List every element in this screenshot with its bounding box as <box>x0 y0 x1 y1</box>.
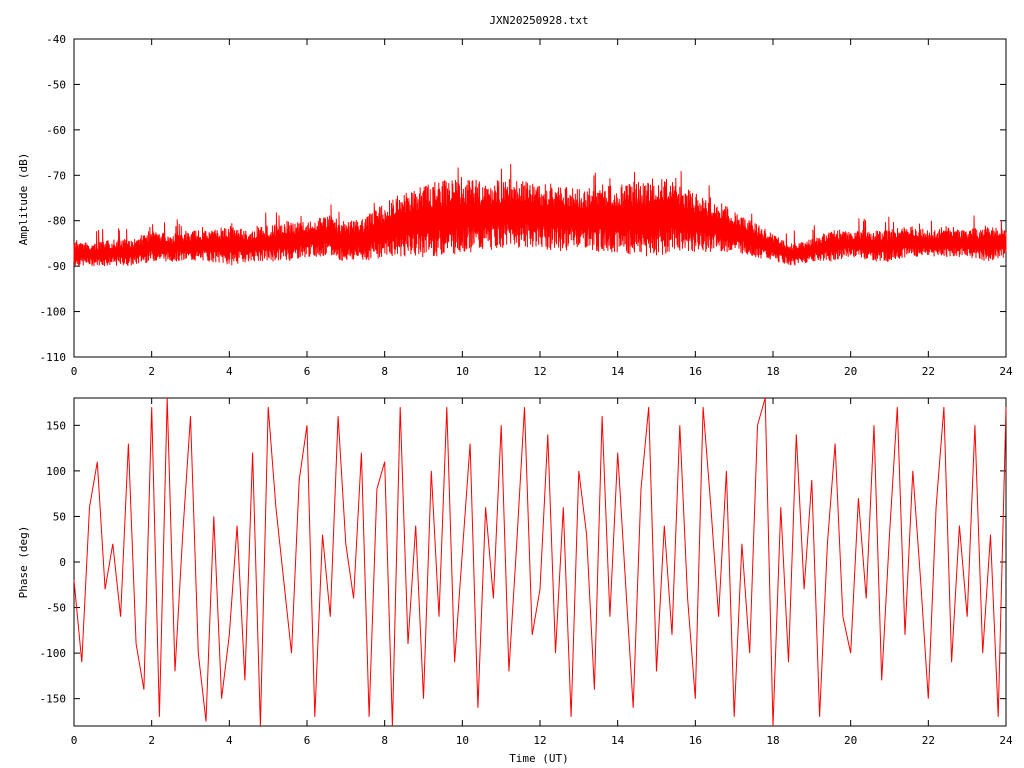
phase-y-tick-label: -100 <box>40 647 67 660</box>
phase-y-ticks: -150 -100 -50 0 50 100 150 <box>40 419 1006 706</box>
phase-plot-frame <box>73 397 1007 727</box>
phase-y-tick-label: -50 <box>46 602 66 615</box>
phase-x-tick-label: 0 <box>71 734 78 747</box>
phase-x-tick-label: 24 <box>999 734 1013 747</box>
amplitude-x-tick-label: 6 <box>304 365 311 378</box>
amplitude-y-tick-label: -110 <box>40 351 67 364</box>
phase-y-tick-label: 150 <box>46 419 66 432</box>
phase-x-tick-label: 20 <box>844 734 857 747</box>
phase-y-tick-label: -150 <box>40 693 67 706</box>
amplitude-x-tick-label: 2 <box>148 365 155 378</box>
amplitude-y-tick-label: -70 <box>46 169 66 182</box>
amplitude-x-tick-label: 22 <box>922 365 935 378</box>
amplitude-panel: -110-100-90-80-70-60-50-40 0 2 4 6 8 10 12 14 16… <box>17 33 1013 378</box>
phase-x-tick-label: 10 <box>456 734 469 747</box>
phase-x-tick-label: 4 <box>226 734 233 747</box>
amplitude-x-tick-label: 4 <box>226 365 233 378</box>
phase-x-tick-label: 2 <box>148 734 155 747</box>
amplitude-y-tick-label: -100 <box>40 306 67 319</box>
chart-title: JXN20250928.txt <box>489 14 588 27</box>
amplitude-y-tick-label: -60 <box>46 124 66 137</box>
phase-x-tick-label: 8 <box>381 734 388 747</box>
phase-trace <box>73 397 1007 727</box>
phase-series-line <box>73 397 1007 727</box>
amplitude-x-tick-label: 8 <box>381 365 388 378</box>
amplitude-trace <box>73 163 1007 267</box>
amplitude-y-tick-label: -80 <box>46 215 66 228</box>
amplitude-y-ticks: -110 -100 -90 -80 -70 -60 -50 -40 <box>40 33 1006 364</box>
phase-x-tick-label: 12 <box>533 734 546 747</box>
phase-y-tick-label: 50 <box>53 510 66 523</box>
phase-x-tick-label: 18 <box>766 734 779 747</box>
amplitude-y-axis-label: Amplitude (dB) <box>17 153 30 246</box>
amplitude-plot-frame <box>73 38 1007 358</box>
phase-y-tick-label: 100 <box>46 465 66 478</box>
phase-x-tick-label: 14 <box>611 734 625 747</box>
amplitude-y-tick-label: -50 <box>46 78 66 91</box>
amplitude-series-line <box>73 163 1007 267</box>
amplitude-x-tick-label: 0 <box>71 365 78 378</box>
phase-x-tick-label: 16 <box>689 734 702 747</box>
time-x-axis-label: Time (UT) <box>509 752 569 765</box>
phase-x-tick-label: 6 <box>304 734 311 747</box>
phase-y-axis-label: Phase (deg) <box>17 526 30 599</box>
amplitude-y-tick-label: -40 <box>46 33 66 46</box>
amplitude-x-tick-label: 10 <box>456 365 469 378</box>
amplitude-x-tick-label: 14 <box>611 365 625 378</box>
phase-y-tick-label: 0 <box>59 556 66 569</box>
phase-x-ticks: 0 2 4 6 8 10 12 14 16 18 20 22 24 <box>71 398 1013 747</box>
amplitude-x-tick-label: 20 <box>844 365 857 378</box>
amplitude-x-ticks: 0 2 4 6 8 10 12 14 16 18 20 22 24 <box>71 39 1013 378</box>
amplitude-x-tick-label: 18 <box>766 365 779 378</box>
amplitude-x-tick-label: 16 <box>689 365 702 378</box>
amplitude-x-tick-label: 24 <box>999 365 1013 378</box>
amplitude-x-tick-label: 12 <box>533 365 546 378</box>
amplitude-y-tick-label: -90 <box>46 260 66 273</box>
phase-x-tick-label: 22 <box>922 734 935 747</box>
